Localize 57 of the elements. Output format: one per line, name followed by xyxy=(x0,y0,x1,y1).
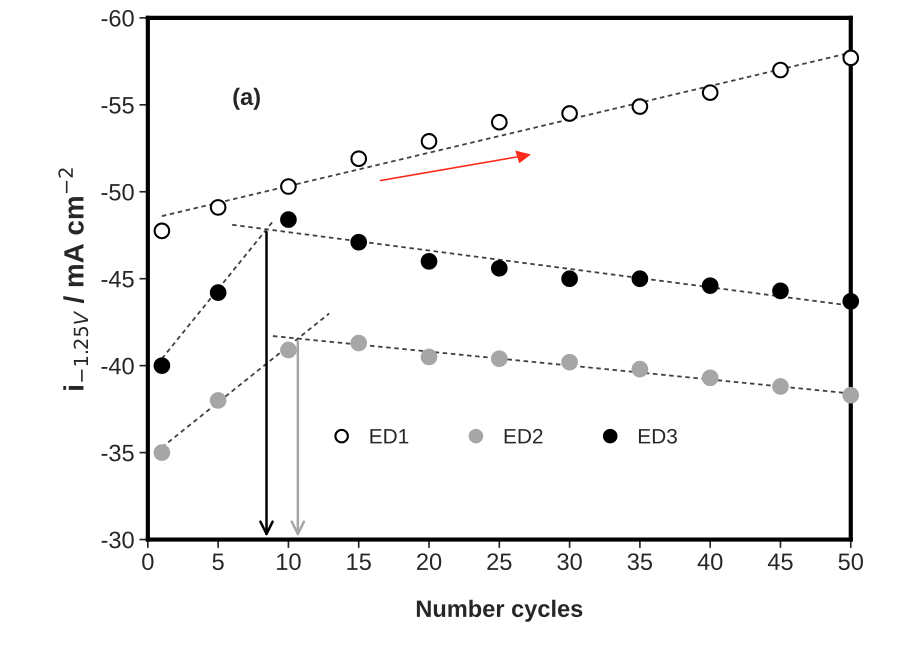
point xyxy=(561,270,578,288)
y-axis-title: i$_{−1.25V}$ / mA cm$^{−2}$ xyxy=(58,168,88,390)
point xyxy=(350,234,368,251)
point xyxy=(842,50,860,66)
point xyxy=(280,178,297,195)
point xyxy=(772,378,789,395)
legend-label: ED3 xyxy=(638,428,677,444)
point xyxy=(280,342,297,358)
point xyxy=(632,270,648,288)
y-tick-label: -60 xyxy=(102,10,134,27)
legend-label: ED1 xyxy=(370,429,408,444)
x-tick-label: 25 xyxy=(487,553,512,570)
point xyxy=(632,360,648,378)
x-tick-label: 45 xyxy=(768,554,793,570)
x-tick-label: 30 xyxy=(557,553,582,570)
point xyxy=(210,392,226,409)
point xyxy=(842,386,860,404)
y-tick-label: -50 xyxy=(102,184,134,201)
point xyxy=(154,444,170,461)
x-axis-title: Number cycles xyxy=(416,600,582,622)
point xyxy=(350,150,368,168)
x-tick-label: 35 xyxy=(628,553,652,570)
point xyxy=(420,252,438,270)
y-tick-label: -40 xyxy=(102,358,134,374)
point xyxy=(420,348,438,366)
point xyxy=(490,114,508,131)
point xyxy=(702,84,719,101)
point xyxy=(561,354,578,370)
x-tick-label: 20 xyxy=(417,553,442,570)
point xyxy=(210,199,226,216)
point xyxy=(154,222,170,240)
y-tick-label: -30 xyxy=(102,532,134,548)
x-tick-label: 0 xyxy=(142,553,154,570)
y-tick-label: -45 xyxy=(102,271,134,288)
x-tick-label: 40 xyxy=(698,553,722,570)
annotation: (a) xyxy=(233,88,260,110)
point xyxy=(280,211,297,228)
y-tick-label: -55 xyxy=(102,97,134,114)
point xyxy=(842,292,860,310)
point xyxy=(632,98,648,115)
x-tick-label: 5 xyxy=(212,554,224,570)
point xyxy=(490,260,508,277)
point xyxy=(702,277,719,294)
point xyxy=(772,62,789,78)
point xyxy=(490,350,508,368)
point xyxy=(702,369,719,386)
legend-label: ED2 xyxy=(504,428,542,444)
y-tick-label: -35 xyxy=(102,444,134,462)
point xyxy=(561,105,578,122)
point xyxy=(154,357,170,374)
point xyxy=(420,133,438,150)
x-tick-label: 50 xyxy=(838,553,863,570)
x-tick-label: 10 xyxy=(277,553,301,570)
point xyxy=(772,282,789,300)
x-tick-label: 15 xyxy=(347,554,371,570)
point xyxy=(210,284,226,301)
point xyxy=(350,334,368,352)
